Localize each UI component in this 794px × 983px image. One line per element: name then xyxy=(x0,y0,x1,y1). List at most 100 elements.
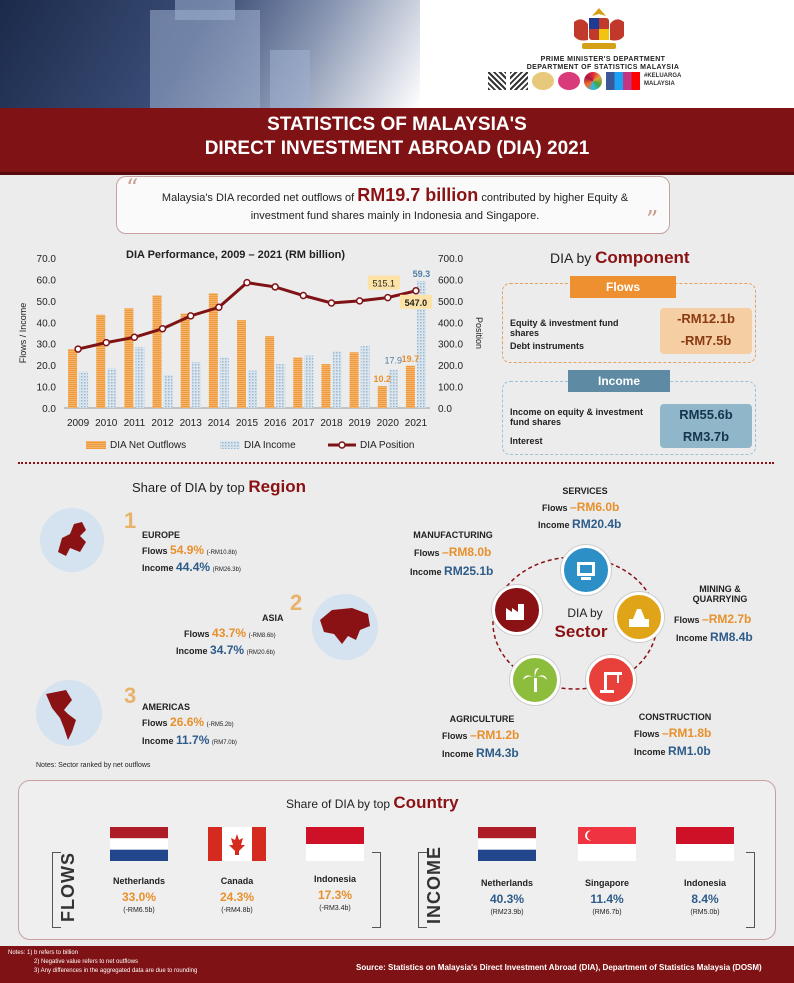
income-bar xyxy=(276,364,286,408)
income-amt: (RM7.0b) xyxy=(211,740,237,746)
summary-post: contributed by higher Equity & investmen… xyxy=(250,192,629,222)
flows-value: –RM8.0b xyxy=(442,545,492,559)
y-right-tick-label: 100.0 xyxy=(438,383,463,394)
x-tick-label: 2016 xyxy=(264,418,287,429)
y-right-tick-label: 600.0 xyxy=(438,275,463,286)
flows-amt: (-RM5.2b) xyxy=(206,722,234,728)
americas-map-icon xyxy=(36,680,102,746)
region-flows-americas: Flows 26.6% (-RM5.2b) xyxy=(142,715,234,729)
summary-highlight: RM19.7 billion xyxy=(357,185,479,205)
income-bracket-right xyxy=(746,852,755,928)
legend-income-swatch xyxy=(220,441,240,449)
position-point xyxy=(102,338,110,347)
flows-label: Flows xyxy=(634,729,660,739)
flows-pct: 54.9% xyxy=(170,543,205,557)
flows-country-name: Canada xyxy=(220,876,254,886)
data-label-position-2021: 547.0 xyxy=(405,298,428,308)
y-tick-label: 20.0 xyxy=(37,361,57,372)
construction-icon xyxy=(586,655,636,705)
outflows-bar xyxy=(152,295,162,408)
outflows-bar xyxy=(405,365,415,408)
income-label: Income xyxy=(142,736,174,746)
rank-1: 1 xyxy=(124,508,137,533)
outflows-bar xyxy=(96,314,106,408)
income-label: Income xyxy=(176,646,208,656)
legend-income-label: DIA Income xyxy=(244,440,296,451)
income-country-amt: (RM5.0b) xyxy=(690,909,720,916)
summary-pre: Malaysia's DIA recorded net outflows of xyxy=(161,192,358,204)
section-divider xyxy=(18,462,774,464)
rank-2: 2 xyxy=(290,590,303,615)
flows-pct: 43.7% xyxy=(212,626,247,640)
flows-value: –RM6.0b xyxy=(570,500,620,514)
position-point xyxy=(186,312,195,320)
sector-construction-flows: Flows –RM1.8b xyxy=(634,726,711,740)
y-right-tick-label: 700.0 xyxy=(438,254,463,265)
keluarga-malaysia-logo: #KELUARGA MALAYSIA xyxy=(644,73,682,87)
x-tick-label: 2015 xyxy=(236,418,259,429)
summary-text: Malaysia's DIA recorded net outflows of … xyxy=(150,186,640,225)
legend-position-marker xyxy=(338,441,346,449)
legend-outflows-swatch xyxy=(86,441,106,449)
building-photo xyxy=(0,0,420,108)
income-bar xyxy=(219,357,229,408)
income-value-1: RM55.6b xyxy=(679,407,733,422)
flows-value: –RM1.8b xyxy=(662,726,712,740)
region-flows-asia: Flows 43.7% (-RM8.6b) xyxy=(184,626,276,640)
footer-note-3: 3) Any differences in the aggregated dat… xyxy=(34,968,198,974)
y-axis-title: Flows / Income xyxy=(18,303,28,364)
netherlands-flag-icon xyxy=(110,827,168,861)
flows-bracket-right xyxy=(372,852,381,928)
region-title-pre: Share of DIA by top xyxy=(132,480,249,495)
europe-map-icon xyxy=(40,508,104,572)
flows-item-1: Equity & investment fund shares xyxy=(510,318,619,338)
position-point xyxy=(215,303,223,312)
singapore-flag-icon xyxy=(578,827,636,861)
position-point xyxy=(384,293,392,302)
qr-code-icon xyxy=(488,72,506,90)
flows-country-pct: 24.3% xyxy=(219,890,255,904)
position-point xyxy=(271,283,279,291)
flows-country-name: Netherlands xyxy=(112,876,165,886)
income-label: Income xyxy=(142,563,174,573)
flows-value: –RM1.2b xyxy=(470,728,520,742)
income-pct: 44.4% xyxy=(176,560,211,574)
position-point xyxy=(243,278,251,287)
flows-amt: (-RM8.6b) xyxy=(248,633,276,639)
flows-item-2: Debt instruments xyxy=(510,341,585,351)
flows-pct: 26.6% xyxy=(170,715,205,729)
income-value-2: RM3.7b xyxy=(682,429,730,444)
income-label: Income xyxy=(410,567,442,577)
asia-map-icon xyxy=(312,594,378,660)
y-tick-label: 40.0 xyxy=(37,318,57,329)
income-value: RM25.1b xyxy=(444,564,494,578)
x-tick-label: 2011 xyxy=(124,418,146,429)
flows-country-name: Indonesia xyxy=(313,874,356,884)
region-income-asia: Income 34.7% (RM20.6b) xyxy=(176,643,275,657)
flows-label: Flows xyxy=(184,629,210,639)
income-bar xyxy=(332,351,342,408)
flows-value-2: -RM7.5b xyxy=(680,333,732,348)
income-amt: (RM20.6b) xyxy=(246,650,275,656)
flows-value: –RM2.7b xyxy=(702,612,752,626)
services-icon xyxy=(561,545,611,595)
region-name-americas: AMERICAS xyxy=(142,702,191,712)
outflows-bar xyxy=(68,349,78,408)
income-value: RM4.3b xyxy=(476,746,519,760)
y-tick-label: 50.0 xyxy=(37,297,57,308)
sector-center-line-1: DIA by xyxy=(567,606,603,620)
netherlands-flag-icon xyxy=(478,827,536,861)
country-title: Share of DIA by top Country xyxy=(286,793,459,813)
flows-value-1: -RM12.1b xyxy=(677,311,735,326)
position-point xyxy=(327,299,336,307)
income-label: Income xyxy=(676,633,708,643)
income-pct: 34.7% xyxy=(210,643,245,657)
chart-title: DIA Performance, 2009 – 2021 (RM billion… xyxy=(126,249,346,261)
income-values: RM55.6b RM3.7b xyxy=(660,404,752,448)
data-label-position-2020: 515.1 xyxy=(373,279,396,289)
income-item-2: Interest xyxy=(510,436,543,446)
sector-construction-name: CONSTRUCTION xyxy=(638,712,712,722)
sector-mining-flows: Flows –RM2.7b xyxy=(674,612,751,626)
x-tick-label: 2014 xyxy=(208,418,231,429)
flows-country-pct: 17.3% xyxy=(317,888,353,902)
